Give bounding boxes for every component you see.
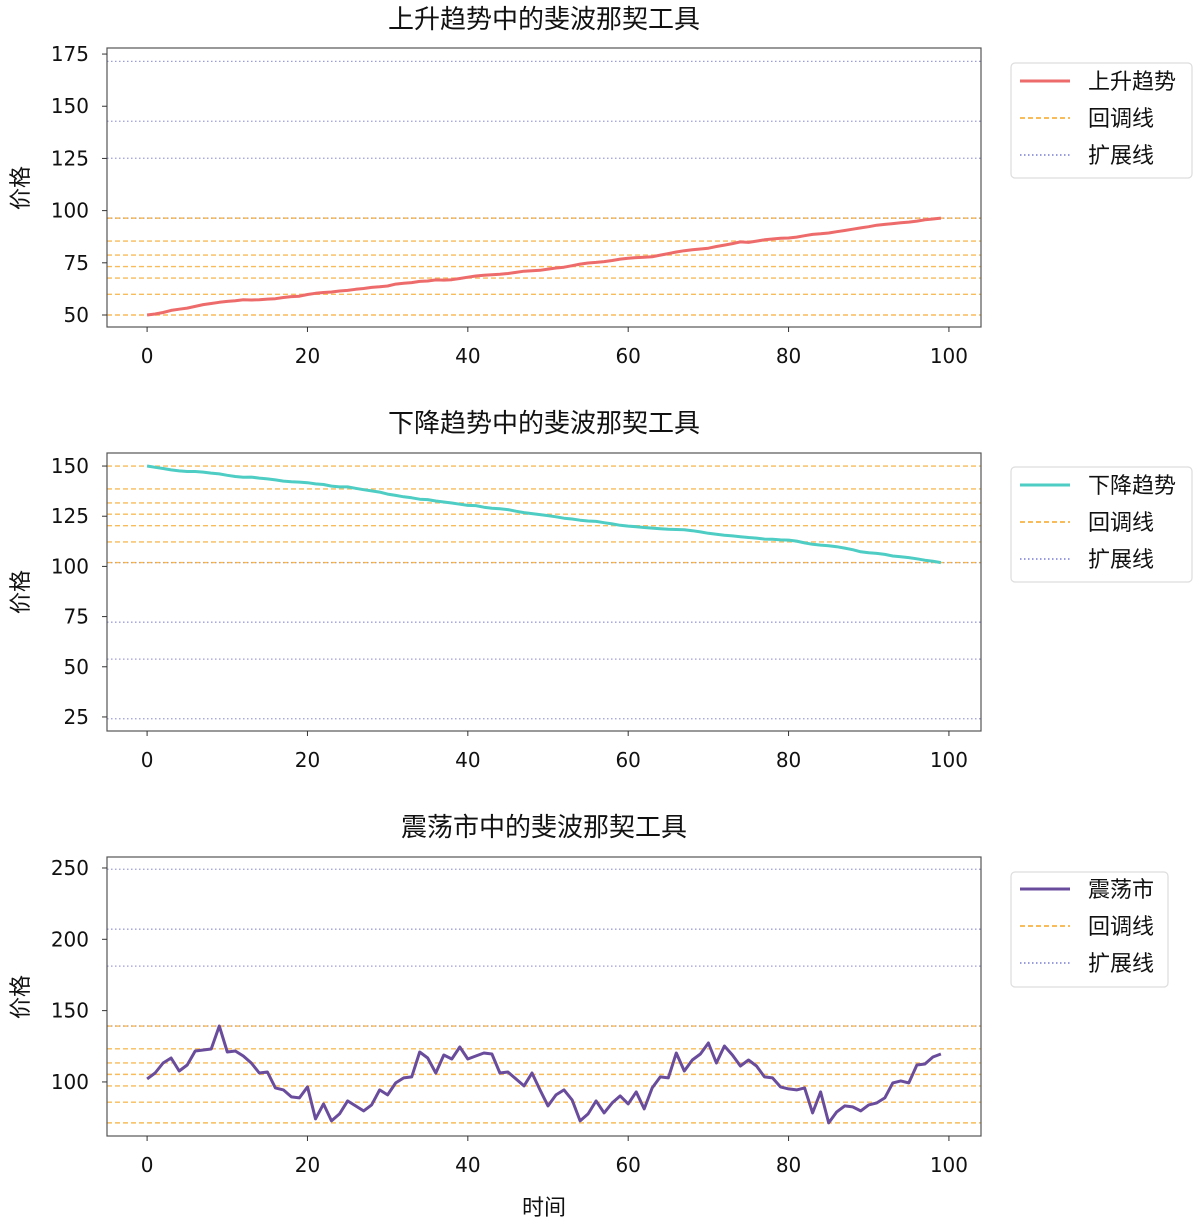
x-tick-label: 80 xyxy=(776,344,801,368)
y-axis-label: 价格 xyxy=(9,975,34,1019)
chart-panel-downtrend: 下降趋势中的斐波那契工具 价格 0 20 40 60 80 100 25 50 75 100 125… xyxy=(9,409,1193,772)
chart-title: 上升趋势中的斐波那契工具 xyxy=(388,5,700,35)
x-tick-label: 60 xyxy=(615,748,640,772)
x-tick-label: 60 xyxy=(615,1153,640,1177)
chart-title: 震荡市中的斐波那契工具 xyxy=(401,813,687,843)
x-tick-label: 0 xyxy=(141,1153,154,1177)
x-tick-label: 80 xyxy=(776,1153,801,1177)
plot-background xyxy=(107,857,981,1136)
legend-extension-label: 扩展线 xyxy=(1088,144,1154,169)
legend-frame xyxy=(1010,871,1169,988)
plot-area: 0 20 40 60 80 100 25 50 75 100 125 150 xyxy=(51,452,982,772)
x-axis-label: 时间 xyxy=(522,1196,566,1221)
y-axis-label: 价格 xyxy=(9,166,34,210)
y-tick-label: 100 xyxy=(51,554,89,578)
y-tick-label: 100 xyxy=(51,199,89,223)
x-tick-label: 0 xyxy=(141,748,154,772)
y-tick-label: 175 xyxy=(51,42,89,66)
chart-title: 下降趋势中的斐波那契工具 xyxy=(388,409,700,439)
x-tick-label: 100 xyxy=(930,748,968,772)
y-tick-label: 125 xyxy=(51,146,89,170)
series-line xyxy=(146,216,942,317)
legend-retracement-label: 回调线 xyxy=(1088,107,1154,132)
legend-series-label: 上升趋势 xyxy=(1088,70,1176,95)
x-tick-label: 80 xyxy=(776,748,801,772)
chart-panel-volatile: 震荡市中的斐波那契工具 价格 0 20 40 60 80 100100150200250 … xyxy=(9,813,1169,1177)
legend-frame xyxy=(1010,62,1193,179)
x-tick-label: 40 xyxy=(455,344,480,368)
legend-retracement-label: 回调线 xyxy=(1088,511,1154,536)
y-tick-label: 150 xyxy=(51,94,89,118)
y-tick-label: 50 xyxy=(64,655,89,679)
x-tick-label: 100 xyxy=(930,1153,968,1177)
legend-extension-label: 扩展线 xyxy=(1088,952,1154,977)
legend: 下降趋势 回调线 扩展线 xyxy=(1010,466,1193,583)
y-tick-label: 75 xyxy=(64,605,89,629)
axes-frame xyxy=(106,452,982,732)
legend-extension-label: 扩展线 xyxy=(1088,548,1154,573)
plot-background xyxy=(107,453,981,731)
axes-frame xyxy=(106,856,982,1137)
y-tick-label: 50 xyxy=(64,303,89,327)
axes-frame xyxy=(106,47,982,328)
x-tick-label: 100 xyxy=(930,344,968,368)
y-tick-label: 75 xyxy=(64,251,89,275)
series-line xyxy=(146,464,942,565)
legend: 上升趋势 回调线 扩展线 xyxy=(1010,62,1193,179)
plot-area: 0 20 40 60 80 100 50 75 100 125 150 175 xyxy=(51,42,982,368)
x-tick-label: 0 xyxy=(141,344,154,368)
x-tick-label: 40 xyxy=(455,748,480,772)
series-line xyxy=(146,1024,942,1125)
y-tick-label: 150 xyxy=(51,454,89,478)
y-tick-label: 25 xyxy=(64,705,89,729)
x-tick-label: 60 xyxy=(615,344,640,368)
legend-series-label: 下降趋势 xyxy=(1088,474,1176,499)
x-tick-label: 20 xyxy=(295,344,320,368)
legend-frame xyxy=(1010,466,1193,583)
y-tick-label: 200 xyxy=(51,927,89,951)
legend-series-label: 震荡市 xyxy=(1088,878,1154,903)
plot-area: 0 20 40 60 80 100 100 150 200 250 xyxy=(51,856,982,1177)
plot-background xyxy=(107,48,981,327)
x-tick-label: 20 xyxy=(295,748,320,772)
y-tick-label: 150 xyxy=(51,999,89,1023)
legend-retracement-label: 回调线 xyxy=(1088,915,1154,940)
y-tick-label: 100 xyxy=(51,1070,89,1094)
x-tick-label: 40 xyxy=(455,1153,480,1177)
chart-panel-uptrend: 上升趋势中的斐波那契工具 价格 0 20 40 60 80 100 50 75 100 125 15… xyxy=(9,5,1193,368)
legend: 震荡市 回调线 扩展线 xyxy=(1010,871,1169,988)
y-axis-label: 价格 xyxy=(9,570,34,614)
x-tick-label: 20 xyxy=(295,1153,320,1177)
y-tick-label: 125 xyxy=(51,504,89,528)
y-tick-label: 250 xyxy=(51,856,89,880)
